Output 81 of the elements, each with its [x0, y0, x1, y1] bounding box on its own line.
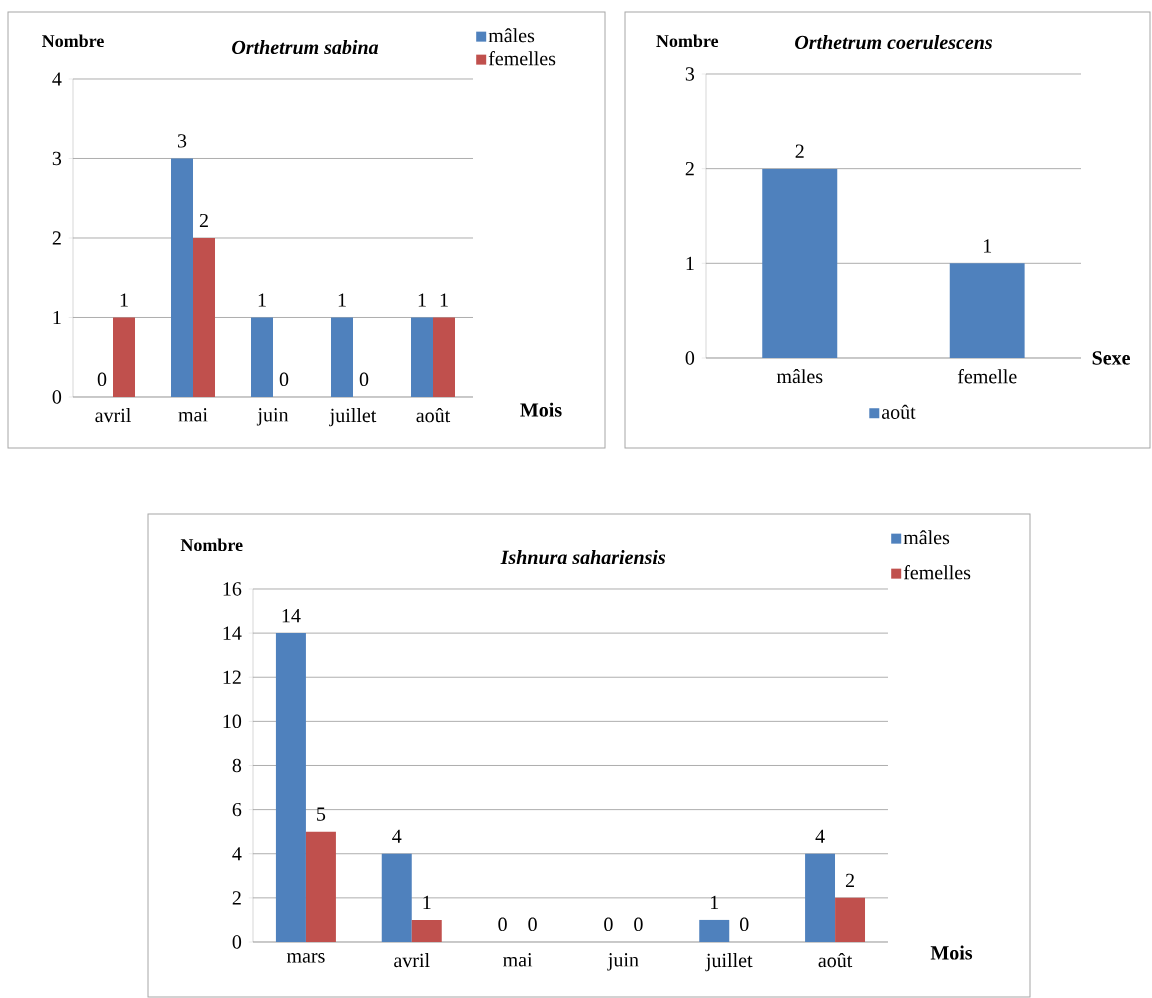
- x-tick-label: femelle: [957, 369, 1017, 384]
- legend-label: mâles: [903, 530, 950, 545]
- bar: [381, 853, 412, 942]
- data-label: 0: [528, 917, 537, 932]
- x-tick-label: août: [416, 408, 451, 423]
- y-axis-title: Nombre: [42, 34, 104, 48]
- chart-title: Orthetrum sabina: [232, 40, 379, 55]
- chart-title: Ishnura sahariensis: [500, 550, 666, 565]
- x-tick-label: août: [818, 953, 853, 968]
- data-label: 4: [392, 829, 402, 843]
- x-tick-label: mai: [178, 408, 208, 422]
- y-tick-label: 3: [52, 151, 62, 166]
- y-tick-label: 2: [52, 231, 61, 245]
- bar: [305, 831, 336, 942]
- data-label: 1: [984, 239, 992, 253]
- y-axis-title: Nombre: [656, 34, 719, 48]
- y-tick-label: 6: [232, 802, 242, 817]
- y-tick-label: 16: [223, 582, 242, 596]
- data-label: 0: [740, 917, 749, 932]
- bar: [251, 317, 273, 397]
- bar: [331, 317, 353, 397]
- x-axis-title: Mois: [930, 945, 973, 960]
- x-tick-label: juillet: [329, 408, 377, 427]
- bar: [433, 317, 455, 397]
- bar: [805, 853, 836, 942]
- data-label: 1: [711, 895, 719, 910]
- bar: [171, 158, 194, 397]
- bar: [699, 919, 730, 942]
- data-label: 0: [359, 372, 369, 387]
- y-tick-label: 0: [685, 351, 695, 365]
- data-label: 0: [604, 917, 613, 932]
- x-tick-label: avril: [394, 953, 430, 968]
- y-tick-label: 10: [223, 714, 242, 729]
- x-axis-title: Mois: [520, 402, 562, 417]
- y-tick-label: 14: [223, 626, 242, 640]
- bar: [411, 919, 442, 942]
- data-label: 4: [815, 829, 825, 843]
- x-tick-label: mars: [286, 953, 325, 963]
- x-axis-title: Sexe: [1092, 351, 1130, 365]
- data-label: 1: [423, 895, 431, 910]
- bar: [411, 317, 433, 397]
- bar: [113, 317, 135, 397]
- y-tick-label: 4: [52, 72, 62, 86]
- data-label: 14: [282, 609, 301, 623]
- x-tick-label: juin: [607, 953, 639, 971]
- data-label: 0: [97, 372, 107, 387]
- data-label: 1: [120, 293, 128, 307]
- y-tick-label: 1: [686, 256, 694, 270]
- data-label: 2: [795, 144, 804, 158]
- x-tick-label: mai: [503, 953, 533, 967]
- data-label: 1: [258, 293, 266, 307]
- y-tick-label: 8: [232, 758, 242, 773]
- data-label: 2: [845, 873, 854, 887]
- data-label: 3: [177, 134, 187, 148]
- bar: [193, 237, 216, 397]
- y-tick-label: 2: [232, 891, 241, 905]
- data-label: 1: [418, 293, 426, 307]
- y-tick-label: 0: [232, 935, 242, 949]
- data-label: 1: [440, 293, 448, 307]
- y-axis-title: Nombre: [180, 538, 243, 552]
- y-tick-label: 3: [685, 67, 695, 81]
- data-label: 0: [498, 917, 507, 932]
- data-label: 0: [634, 917, 643, 932]
- y-tick-label: 2: [685, 162, 694, 176]
- x-tick-label: juin: [256, 408, 289, 426]
- y-tick-label: 4: [232, 847, 242, 861]
- bar: [275, 633, 306, 942]
- x-tick-label: avril: [95, 408, 131, 423]
- data-label: 1: [338, 293, 346, 307]
- chart-title: Orthetrum coerulescens: [795, 35, 993, 50]
- x-tick-label: juillet: [705, 953, 753, 972]
- data-label: 5: [317, 807, 326, 821]
- y-tick-label: 1: [53, 310, 61, 325]
- legend-label: mâles: [488, 28, 535, 43]
- data-label: 2: [199, 213, 208, 228]
- legend-label: femelles: [903, 565, 971, 580]
- data-label: 0: [279, 372, 289, 387]
- bar: [835, 897, 866, 942]
- legend-label: femelles: [488, 51, 556, 66]
- y-tick-label: 12: [223, 670, 241, 684]
- y-tick-label: 0: [52, 390, 62, 404]
